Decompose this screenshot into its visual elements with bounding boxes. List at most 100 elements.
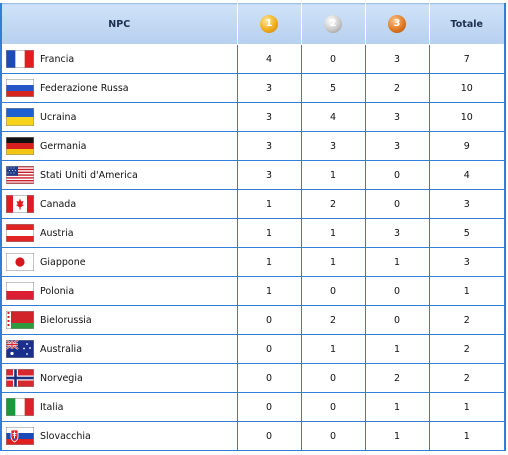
total-count: 10	[428, 73, 506, 103]
australia-flag-icon	[6, 340, 34, 358]
npc-cell: Slovacchia	[0, 421, 238, 451]
country-name[interactable]: Germania	[40, 140, 87, 152]
gold-count: 3	[236, 102, 302, 132]
npc-wrap: Federazione Russa	[2, 74, 237, 102]
bronze-count: 3	[364, 44, 430, 74]
npc-cell: Federazione Russa	[0, 73, 238, 103]
country-name[interactable]: Polonia	[40, 285, 75, 297]
country-name[interactable]: Norvegia	[40, 372, 83, 384]
country-name[interactable]: Italia	[40, 401, 64, 413]
silver-count: 1	[300, 160, 366, 190]
npc-cell: Austria	[0, 218, 238, 248]
header-bronze[interactable]: 3	[364, 3, 430, 45]
poland-flag-icon	[6, 282, 34, 300]
npc-cell: Giappone	[0, 247, 238, 277]
bronze-count: 2	[364, 73, 430, 103]
table-row[interactable]: Canada 1 2 0 3	[0, 189, 506, 219]
npc-wrap: Germania	[2, 132, 237, 160]
silver-count: 1	[300, 218, 366, 248]
total-count: 5	[428, 218, 506, 248]
silver-count: 0	[300, 421, 366, 451]
silver-medal-icon: 2	[324, 15, 342, 33]
npc-wrap: Norvegia	[2, 364, 237, 392]
npc-wrap: Ucraina	[2, 103, 237, 131]
country-name[interactable]: Canada	[40, 198, 77, 210]
country-name[interactable]: Austria	[40, 227, 74, 239]
gold-count: 1	[236, 218, 302, 248]
japan-flag-icon	[6, 253, 34, 271]
silver-count: 1	[300, 247, 366, 277]
header-total[interactable]: Totale	[428, 3, 506, 45]
npc-wrap: Bielorussia	[2, 306, 237, 334]
table-row[interactable]: Australia 0 1 1 2	[0, 334, 506, 364]
table-row[interactable]: Stati Uniti d'America 3 1 0 4	[0, 160, 506, 190]
table-row[interactable]: Norvegia 0 0 2 2	[0, 363, 506, 393]
table-row[interactable]: Slovacchia 0 0 1 1	[0, 421, 506, 451]
belarus-flag-icon	[6, 311, 34, 329]
country-name[interactable]: Slovacchia	[40, 430, 91, 442]
npc-cell: Bielorussia	[0, 305, 238, 335]
table-row[interactable]: Polonia 1 0 0 1	[0, 276, 506, 306]
country-name[interactable]: Francia	[40, 53, 75, 65]
table-row[interactable]: Francia 4 0 3 7	[0, 44, 506, 74]
total-count: 9	[428, 131, 506, 161]
silver-count: 0	[300, 44, 366, 74]
country-name[interactable]: Bielorussia	[40, 314, 92, 326]
table-row[interactable]: Germania 3 3 3 9	[0, 131, 506, 161]
bronze-count: 1	[364, 334, 430, 364]
bronze-count: 0	[364, 189, 430, 219]
silver-count: 4	[300, 102, 366, 132]
silver-count: 0	[300, 363, 366, 393]
gold-count: 0	[236, 392, 302, 422]
norway-flag-icon	[6, 369, 34, 387]
bronze-count: 1	[364, 421, 430, 451]
npc-cell: Ucraina	[0, 102, 238, 132]
npc-cell: Francia	[0, 44, 238, 74]
header-npc[interactable]: NPC	[0, 3, 238, 45]
header-silver[interactable]: 2	[300, 3, 366, 45]
total-count: 2	[428, 363, 506, 393]
gold-count: 0	[236, 305, 302, 335]
total-count: 2	[428, 334, 506, 364]
table-row[interactable]: Bielorussia 0 2 0 2	[0, 305, 506, 335]
silver-count: 1	[300, 334, 366, 364]
npc-wrap: Australia	[2, 335, 237, 363]
gold-count: 3	[236, 160, 302, 190]
table-row[interactable]: Austria 1 1 3 5	[0, 218, 506, 248]
bronze-count: 1	[364, 247, 430, 277]
bronze-medal-icon: 3	[388, 15, 406, 33]
gold-count: 0	[236, 363, 302, 393]
silver-count: 2	[300, 189, 366, 219]
total-count: 10	[428, 102, 506, 132]
total-count: 3	[428, 247, 506, 277]
medal-table: NPC 1 2 3 Totale Francia 4 0 3 7 Federazione …	[0, 3, 506, 451]
table-row[interactable]: Federazione Russa 3 5 2 10	[0, 73, 506, 103]
ukraine-flag-icon	[6, 108, 34, 126]
table-row[interactable]: Giappone 1 1 1 3	[0, 247, 506, 277]
total-count: 3	[428, 189, 506, 219]
table-header-row: NPC 1 2 3 Totale	[0, 3, 506, 45]
country-name[interactable]: Federazione Russa	[40, 82, 129, 94]
npc-wrap: Austria	[2, 219, 237, 247]
country-name[interactable]: Stati Uniti d'America	[40, 169, 138, 181]
country-name[interactable]: Giappone	[40, 256, 86, 268]
gold-count: 3	[236, 131, 302, 161]
country-name[interactable]: Ucraina	[40, 111, 77, 123]
bronze-count: 0	[364, 305, 430, 335]
france-flag-icon	[6, 50, 34, 68]
slovakia-flag-icon	[6, 427, 34, 445]
npc-cell: Australia	[0, 334, 238, 364]
bronze-count: 3	[364, 102, 430, 132]
table-row[interactable]: Italia 0 0 1 1	[0, 392, 506, 422]
npc-wrap: Polonia	[2, 277, 237, 305]
total-count: 1	[428, 392, 506, 422]
gold-count: 0	[236, 421, 302, 451]
canada-flag-icon	[6, 195, 34, 213]
country-name[interactable]: Australia	[40, 343, 83, 355]
npc-cell: Norvegia	[0, 363, 238, 393]
gold-count: 1	[236, 247, 302, 277]
table-row[interactable]: Ucraina 3 4 3 10	[0, 102, 506, 132]
npc-wrap: Francia	[2, 45, 237, 73]
header-gold[interactable]: 1	[236, 3, 302, 45]
gold-count: 4	[236, 44, 302, 74]
